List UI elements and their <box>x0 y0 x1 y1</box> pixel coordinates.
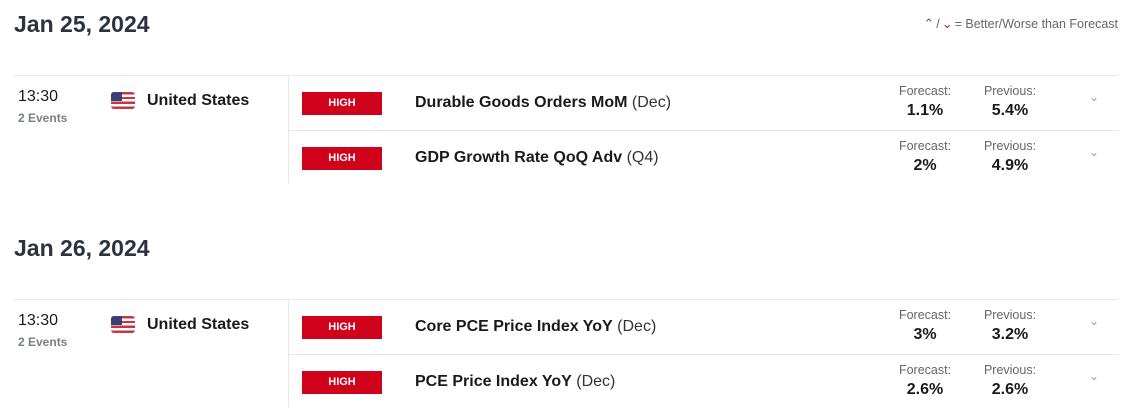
impact-badge: HIGH <box>302 371 382 394</box>
country-name: United States <box>147 316 250 333</box>
day-section: 13:30 2 Events United States HIGH Durabl… <box>14 75 1118 184</box>
chevron-down-icon[interactable]: ⌄ <box>1089 90 1100 104</box>
event-title[interactable]: Core PCE Price Index YoY (Dec) <box>415 318 657 335</box>
date-heading: Jan 25, 2024 <box>14 11 150 37</box>
event-row[interactable]: HIGH PCE Price Index YoY (Dec) Forecast:… <box>289 354 1118 408</box>
events-count: 2 Events <box>18 335 68 349</box>
impact-badge: HIGH <box>302 147 382 170</box>
impact-badge: HIGH <box>302 316 382 339</box>
us-flag-icon <box>111 316 135 333</box>
event-row[interactable]: HIGH GDP Growth Rate QoQ Adv (Q4) Foreca… <box>289 130 1118 184</box>
event-title[interactable]: Durable Goods Orders MoM (Dec) <box>415 94 672 111</box>
event-title[interactable]: PCE Price Index YoY (Dec) <box>415 373 616 390</box>
event-period: (Dec) <box>576 373 616 390</box>
event-row[interactable]: HIGH Core PCE Price Index YoY (Dec) Fore… <box>289 300 1118 354</box>
forecast-cell: Forecast: 3% <box>898 308 952 343</box>
time-group: 13:30 2 Events United States <box>14 300 289 408</box>
us-flag-icon <box>111 92 135 109</box>
previous-cell: Previous: 5.4% <box>983 84 1037 119</box>
date-heading: Jan 26, 2024 <box>14 235 150 261</box>
chevron-down-icon[interactable]: ⌄ <box>1089 314 1100 328</box>
event-period: (Q4) <box>626 149 659 166</box>
impact-badge: HIGH <box>302 92 382 115</box>
better-arrow-icon: ⌃ <box>923 16 935 31</box>
previous-cell: Previous: 4.9% <box>983 139 1037 174</box>
forecast-cell: Forecast: 2% <box>898 139 952 174</box>
worse-arrow-icon: ⌄ <box>941 16 953 31</box>
event-period: (Dec) <box>617 318 657 335</box>
country-name: United States <box>147 92 250 109</box>
chevron-down-icon[interactable]: ⌄ <box>1089 369 1100 383</box>
previous-cell: Previous: 3.2% <box>983 308 1037 343</box>
event-row[interactable]: HIGH Durable Goods Orders MoM (Dec) Fore… <box>289 76 1118 130</box>
forecast-cell: Forecast: 2.6% <box>898 363 952 398</box>
time-group: 13:30 2 Events United States <box>14 76 289 184</box>
forecast-cell: Forecast: 1.1% <box>898 84 952 119</box>
events-count: 2 Events <box>18 111 68 125</box>
event-title[interactable]: GDP Growth Rate QoQ Adv (Q4) <box>415 149 659 166</box>
event-time: 13:30 <box>18 88 59 105</box>
chevron-down-icon[interactable]: ⌄ <box>1089 145 1100 159</box>
forecast-legend: ⌃ / ⌄ = Better/Worse than Forecast <box>923 16 1118 31</box>
previous-cell: Previous: 2.6% <box>983 363 1037 398</box>
event-time: 13:30 <box>18 312 59 329</box>
event-period: (Dec) <box>631 94 672 111</box>
day-section: 13:30 2 Events United States HIGH Core P… <box>14 299 1118 408</box>
